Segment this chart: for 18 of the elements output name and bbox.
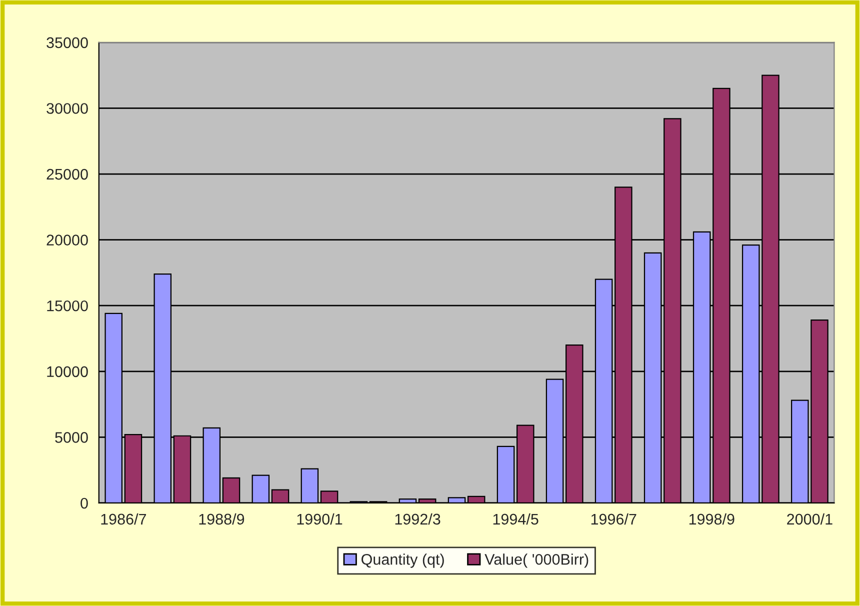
y-tick-label: 0	[80, 498, 88, 509]
y-tick-label: 15000	[47, 300, 88, 312]
x-tick-label: 1988/9	[199, 513, 244, 525]
y-tick-label: 20000	[46, 234, 88, 246]
x-tick-label: 1986/7	[101, 513, 146, 525]
legend-label: Quantity (qt)	[362, 554, 444, 568]
x-tick-label: 1998/9	[689, 513, 734, 525]
y-tick-label: 5000	[55, 432, 88, 443]
x-tick-label: 1992/3	[395, 513, 440, 525]
x-tick-label: 1994/5	[493, 513, 538, 525]
x-tick-label: 1990/1	[297, 513, 342, 525]
legend-label: Value( '000Birr)	[484, 554, 588, 568]
y-tick-label: 10000	[47, 366, 88, 378]
x-tick-label: 1996/7	[591, 513, 636, 525]
y-tick-label: 35000	[46, 37, 88, 48]
y-tick-label: 25000	[46, 168, 88, 180]
y-tick-label: 30000	[46, 103, 88, 114]
x-tick-label: 2000/1	[787, 513, 832, 525]
